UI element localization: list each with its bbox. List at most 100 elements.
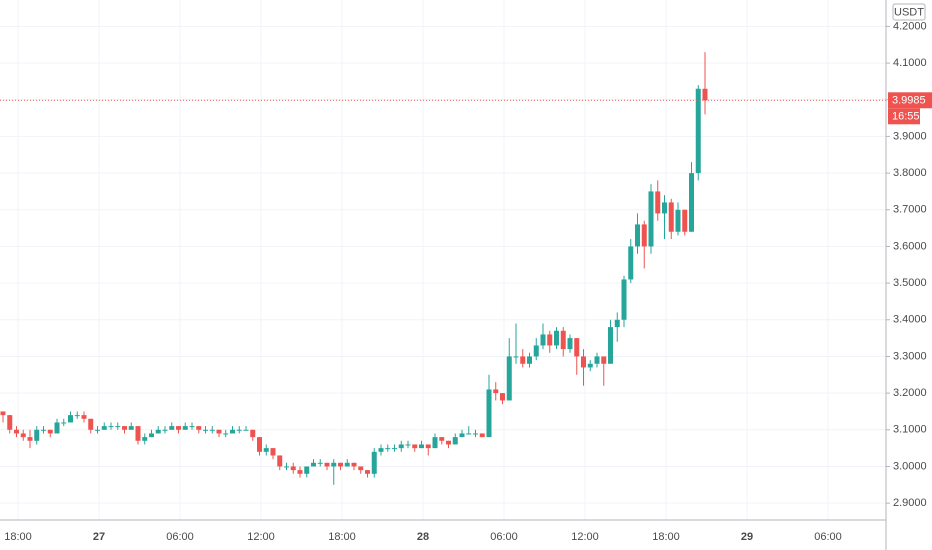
candle-body xyxy=(230,429,235,434)
candle-body xyxy=(257,437,262,452)
candle-body xyxy=(412,444,418,449)
y-tick-label: 3.3000 xyxy=(893,350,927,362)
candle-body xyxy=(365,470,370,474)
candle-body xyxy=(115,426,121,428)
currency-box[interactable] xyxy=(892,3,926,21)
candle-body xyxy=(27,437,33,441)
candle-body xyxy=(533,345,539,357)
y-tick-label: 4.2000 xyxy=(893,20,927,32)
candle-body xyxy=(216,429,222,434)
candle-body xyxy=(473,433,478,435)
x-tick-label: 28 xyxy=(417,531,429,543)
candle-body xyxy=(432,437,438,449)
candle-body xyxy=(527,356,532,364)
candle-body xyxy=(304,466,310,474)
candle-body xyxy=(392,448,397,450)
candle-body xyxy=(189,426,195,428)
candle-body xyxy=(614,319,620,328)
candle-body xyxy=(7,415,13,430)
y-tick-label: 4.1000 xyxy=(893,57,927,69)
y-tick-label: 3.5000 xyxy=(893,277,927,289)
candle-body xyxy=(581,356,586,368)
plot xyxy=(0,0,886,520)
y-tick-label: 3.0000 xyxy=(893,460,927,472)
countdown-box xyxy=(888,108,920,125)
candle-body xyxy=(560,330,566,350)
candle-body xyxy=(459,433,465,438)
y-tick-label: 3.9000 xyxy=(893,130,927,142)
y-tick-label: 3.1000 xyxy=(893,424,927,436)
candle-body xyxy=(439,437,445,441)
candle-body xyxy=(196,426,202,430)
candle-body xyxy=(648,191,654,247)
candle-body xyxy=(479,433,485,438)
candle-body xyxy=(493,389,499,394)
candle-body xyxy=(182,426,188,430)
candle-body xyxy=(41,429,46,431)
currency-label: USDT xyxy=(894,6,924,18)
y-tick-label: 2.9000 xyxy=(893,497,927,509)
candle-body xyxy=(513,356,519,358)
candle-body xyxy=(405,444,411,446)
candle-body xyxy=(88,418,94,430)
candle-body xyxy=(297,470,303,474)
candle-body xyxy=(601,356,607,364)
candle-body xyxy=(344,462,350,467)
candle-body xyxy=(385,448,391,450)
candle-body xyxy=(54,422,60,434)
candle-body xyxy=(20,433,26,438)
candle-body xyxy=(61,422,67,424)
candle-body xyxy=(621,279,627,320)
candle-body xyxy=(169,426,175,430)
candle-body xyxy=(466,433,472,435)
candle-body xyxy=(203,429,208,431)
candle-body xyxy=(398,444,404,449)
candle-body xyxy=(419,444,424,449)
candle-body xyxy=(135,426,141,441)
candle-body xyxy=(682,209,688,232)
x-tick-label: 18:00 xyxy=(4,531,32,543)
x-tick-label: 06:00 xyxy=(490,531,518,543)
candle-body xyxy=(486,389,492,438)
x-tick-label: 12:00 xyxy=(571,531,599,543)
y-tick-label: 3.2000 xyxy=(893,387,927,399)
y-tick-label: 3.7000 xyxy=(893,204,927,216)
candle-body xyxy=(668,202,674,232)
candle-body xyxy=(263,448,269,452)
candle-body xyxy=(290,466,296,471)
candle-body xyxy=(142,437,148,441)
candle-body xyxy=(0,411,6,416)
candle-body xyxy=(338,462,343,467)
last-price-box xyxy=(888,92,932,109)
candle-body xyxy=(655,191,661,214)
candle-body xyxy=(351,462,357,467)
candle-body xyxy=(452,437,458,445)
candle-body xyxy=(270,448,276,456)
candle-body xyxy=(628,246,634,280)
y-tick-label: 3.8000 xyxy=(893,167,927,179)
candle-body xyxy=(641,224,647,247)
candle-body xyxy=(425,444,431,449)
candle-body xyxy=(236,429,242,431)
candle-body xyxy=(547,334,553,346)
y-tick-label: 3.6000 xyxy=(893,240,927,252)
candle-body xyxy=(81,415,87,419)
candle-body xyxy=(95,429,100,431)
candle-body xyxy=(162,429,168,431)
candle-body xyxy=(243,429,249,431)
candle-body xyxy=(506,356,512,401)
candle-body xyxy=(14,429,19,434)
candle-body xyxy=(702,88,708,101)
candle-body xyxy=(277,455,283,467)
x-tick-label: 27 xyxy=(93,531,105,543)
candle-body xyxy=(554,330,559,346)
x-tick-label: 06:00 xyxy=(166,531,194,543)
candle-body xyxy=(74,415,80,417)
x-tick-label: 06:00 xyxy=(814,531,842,543)
last-price-label: 3.9985 xyxy=(892,95,926,107)
candle-body xyxy=(250,429,256,438)
candle-body xyxy=(223,433,229,435)
candle-body xyxy=(128,426,134,430)
candle-body xyxy=(567,338,573,350)
